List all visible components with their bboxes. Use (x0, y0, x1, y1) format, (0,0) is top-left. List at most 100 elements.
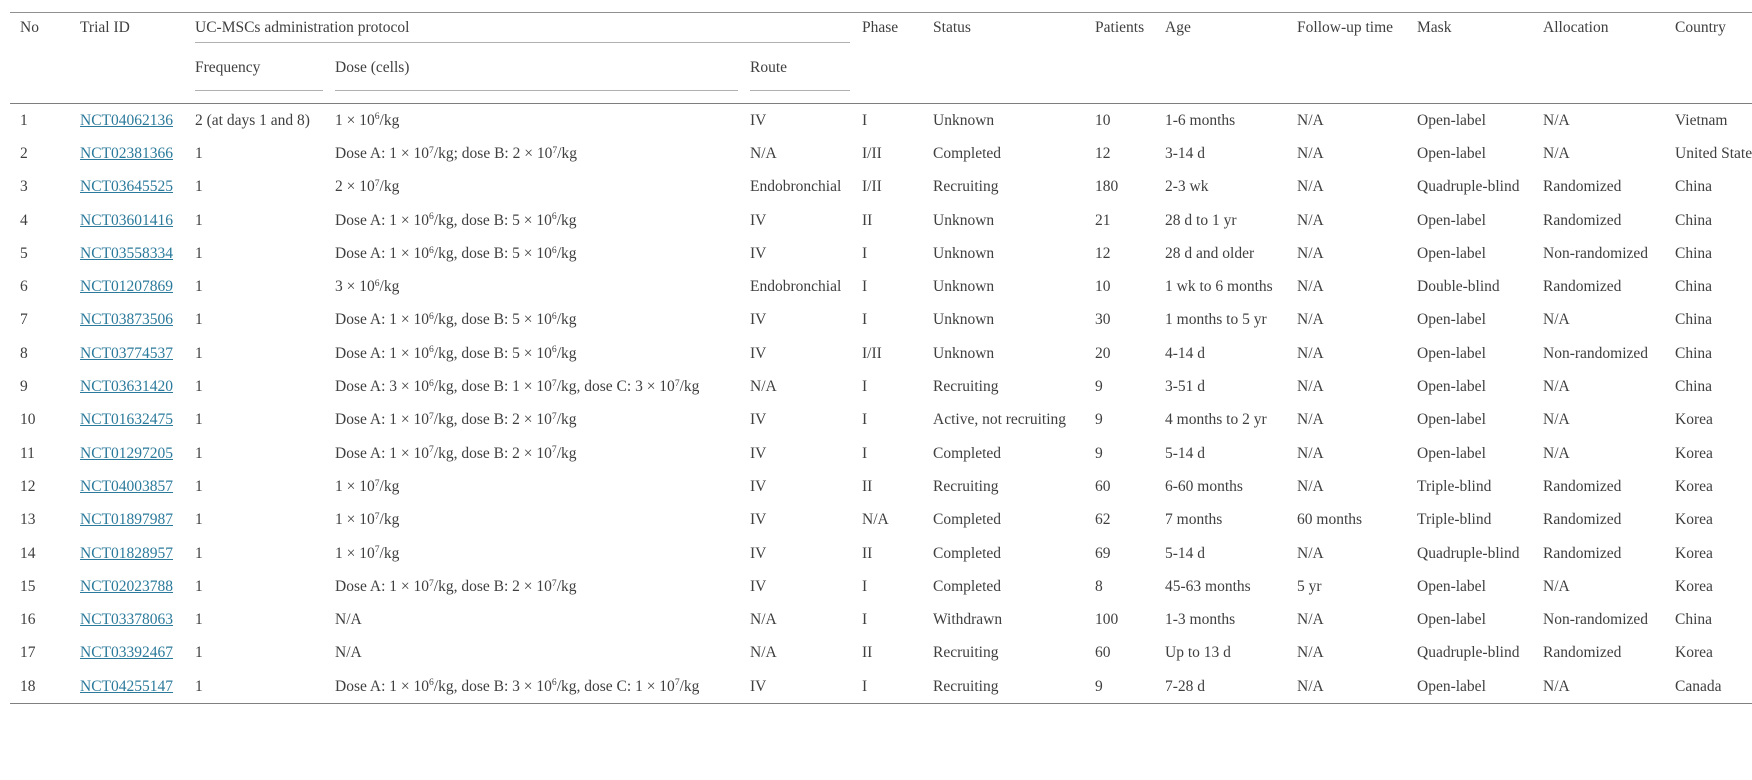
cell-status: Unknown (933, 344, 995, 362)
trial-id-link[interactable]: NCT03873506 (80, 311, 173, 329)
cell-frequency: 1 (195, 477, 203, 495)
cell-age: 6-60 months (1165, 477, 1243, 495)
cell-no: 11 (20, 444, 35, 462)
cell-trial-id: NCT01297205 (80, 437, 195, 470)
cell-status: Recruiting (933, 644, 999, 662)
trial-id-link[interactable]: NCT02023788 (80, 577, 173, 595)
cell-age: 1 months to 5 yr (1165, 311, 1267, 329)
cell-patients: 12 (1095, 144, 1111, 162)
cell-route: IV (750, 344, 767, 362)
cell-trial-id: NCT04062136 (80, 103, 195, 137)
trial-id-link[interactable]: NCT01828957 (80, 544, 173, 562)
cell-country: China (1675, 611, 1713, 629)
cell-phase: I (862, 278, 868, 296)
cell-frequency: 1 (195, 544, 203, 562)
trial-id-link[interactable]: NCT03645525 (80, 178, 173, 196)
cell-no: 12 (20, 477, 36, 495)
cell-frequency: 1 (195, 144, 203, 162)
cell-patients: 100 (1095, 611, 1119, 629)
column-header-no: No (20, 19, 39, 36)
cell-allocation: Randomized (1543, 644, 1622, 662)
cell-patients: 60 (1095, 644, 1111, 662)
cell-no: 10 (20, 411, 36, 429)
cell-allocation: Non-randomized (1543, 244, 1649, 262)
table-body: 1 NCT04062136 2 (at days 1 and 8) 1 × 106/k… (10, 103, 1752, 703)
table-row: 8 NCT03774537 1 Dose A: 1 × 106/kg, dose B:… (10, 337, 1752, 370)
cell-route: Endobronchial (750, 278, 842, 296)
cell-followup: N/A (1297, 677, 1324, 695)
cell-phase: I (862, 311, 868, 329)
cell-frequency: 1 (195, 411, 203, 429)
cell-phase: I/II (862, 344, 882, 362)
cell-allocation: N/A (1543, 677, 1570, 695)
trial-id-link[interactable]: NCT01632475 (80, 411, 173, 429)
cell-frequency: 1 (195, 311, 203, 329)
table-row: 9 NCT03631420 1 Dose A: 3 × 106/kg, dose B:… (10, 370, 1752, 403)
cell-mask: Triple-blind (1417, 477, 1492, 495)
cell-dose: Dose A: 1 × 106/kg, dose B: 5 × 106/kg (335, 244, 577, 262)
cell-status: Unknown (933, 103, 1096, 137)
cell-trial-id: NCT03392467 (80, 637, 195, 670)
cell-age: 1 wk to 6 months (1165, 278, 1273, 296)
cell-route: IV (750, 311, 767, 329)
trial-id-link[interactable]: NCT03774537 (80, 344, 173, 362)
cell-age: 7-28 d (1165, 677, 1206, 695)
cell-status: Recruiting (933, 378, 999, 396)
cell-patients: 62 (1095, 511, 1111, 529)
cell-mask: Quadruple-blind (1417, 544, 1520, 562)
cell-patients: 60 (1095, 477, 1111, 495)
cell-phase: II (862, 477, 873, 495)
cell-phase: I (862, 378, 868, 396)
cell-patients: 10 (1095, 103, 1166, 137)
cell-phase: I (862, 411, 868, 429)
column-header-trial-id: Trial ID (80, 19, 130, 36)
cell-country: China (1675, 311, 1713, 329)
trial-id-link[interactable]: NCT04062136 (80, 111, 173, 129)
cell-dose: Dose A: 1 × 106/kg, dose B: 5 × 106/kg (335, 211, 577, 229)
trial-id-link[interactable]: NCT03631420 (80, 378, 173, 396)
table-row: 7 NCT03873506 1 Dose A: 1 × 106/kg, dose B:… (10, 304, 1752, 337)
cell-mask: Double-blind (1417, 278, 1500, 296)
cell-trial-id: NCT04003857 (80, 470, 195, 503)
column-header-route: Route (750, 51, 862, 103)
table-header: No Trial ID UC-MSCs administration proto… (10, 13, 1752, 103)
trial-id-link[interactable]: NCT01897987 (80, 511, 173, 529)
trial-id-link[interactable]: NCT04003857 (80, 477, 173, 495)
cell-allocation: N/A (1543, 144, 1570, 162)
cell-followup: N/A (1297, 344, 1324, 362)
cell-patients: 30 (1095, 311, 1111, 329)
cell-status: Unknown (933, 244, 995, 262)
cell-age: 1-3 months (1165, 611, 1236, 629)
cell-frequency: 1 (195, 244, 203, 262)
cell-patients: 69 (1095, 544, 1111, 562)
cell-frequency: 1 (195, 211, 203, 229)
cell-dose: Dose A: 1 × 107/kg, dose B: 2 × 107/kg (335, 577, 577, 595)
cell-patients: 8 (1095, 577, 1103, 595)
trial-id-link[interactable]: NCT02381366 (80, 144, 173, 162)
cell-route: IV (750, 103, 863, 137)
cell-frequency: 1 (195, 611, 203, 629)
cell-followup: N/A (1297, 444, 1324, 462)
column-header-phase: Phase (862, 19, 899, 36)
cell-followup: N/A (1297, 244, 1324, 262)
cell-country: China (1675, 211, 1713, 229)
cell-age: 4-14 d (1165, 344, 1206, 362)
cell-allocation: Randomized (1543, 211, 1622, 229)
cell-patients: 180 (1095, 178, 1119, 196)
trial-id-link[interactable]: NCT03378063 (80, 611, 173, 629)
cell-phase: II (862, 544, 873, 562)
trial-id-link[interactable]: NCT01297205 (80, 444, 173, 462)
column-group-header-protocol: UC-MSCs administration protocol (195, 13, 862, 51)
cell-age: 7 months (1165, 511, 1223, 529)
cell-dose: Dose A: 1 × 107/kg, dose B: 2 × 107/kg (335, 444, 577, 462)
trial-id-link[interactable]: NCT03601416 (80, 211, 173, 229)
cell-no: 15 (20, 577, 36, 595)
cell-route: IV (750, 577, 767, 595)
cell-dose: 3 × 106/kg (335, 277, 400, 296)
trial-id-link[interactable]: NCT03392467 (80, 644, 173, 662)
cell-mask: Open-label (1417, 311, 1486, 329)
table-row: 1 NCT04062136 2 (at days 1 and 8) 1 × 106/k… (10, 103, 1752, 137)
trial-id-link[interactable]: NCT03558334 (80, 244, 173, 262)
trial-id-link[interactable]: NCT01207869 (80, 278, 173, 296)
trial-id-link[interactable]: NCT04255147 (80, 677, 173, 695)
